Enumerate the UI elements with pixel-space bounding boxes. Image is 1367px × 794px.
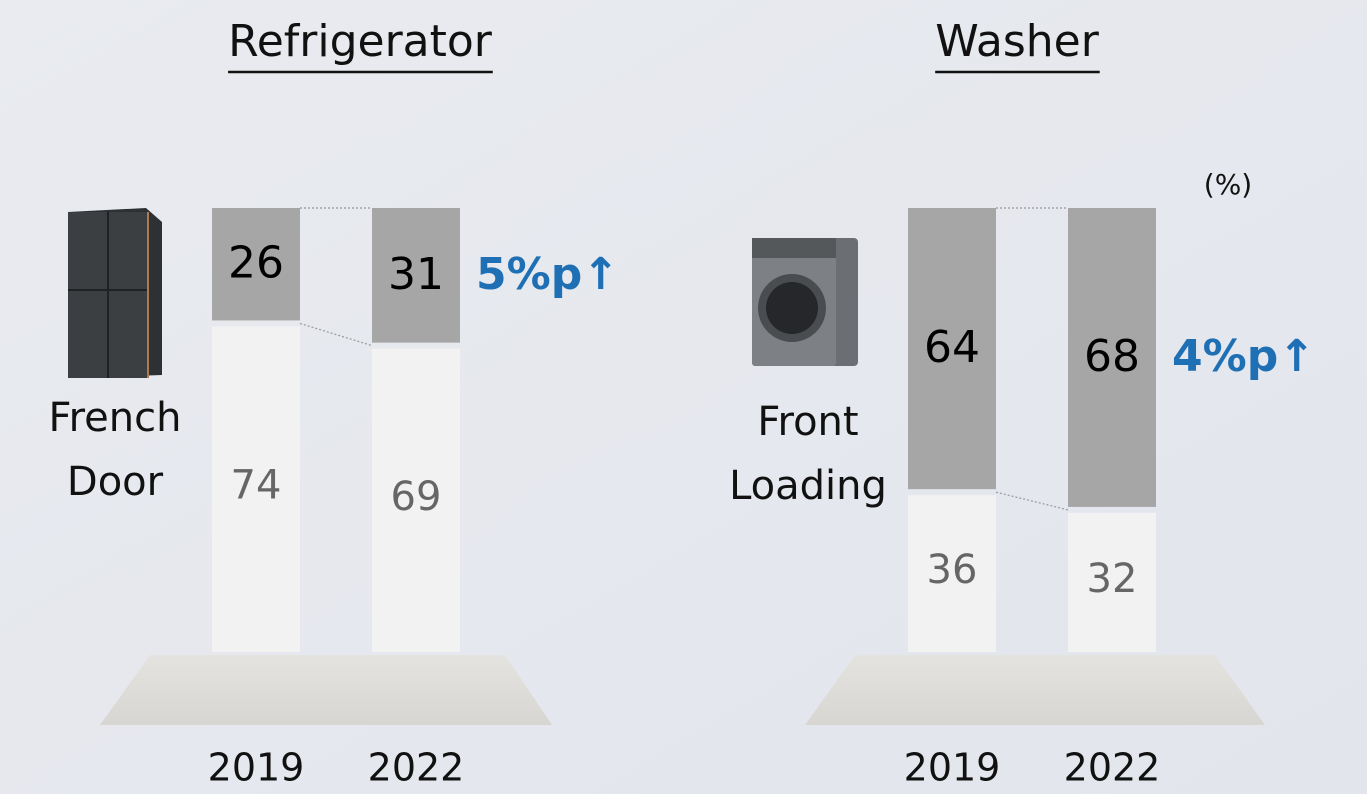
x-tick-label: 2019 xyxy=(904,746,1001,790)
product-label: Door xyxy=(67,459,164,505)
bar-segment xyxy=(212,208,300,321)
connector xyxy=(299,322,373,347)
bar-segment xyxy=(372,348,460,652)
fridge-icon xyxy=(68,208,162,378)
bar-segment xyxy=(908,495,996,652)
bar-segment xyxy=(1068,512,1156,652)
x-tick-label: 2019 xyxy=(208,746,305,790)
value-label: 68 xyxy=(1084,331,1140,382)
bar-segment xyxy=(908,208,996,490)
value-label: 69 xyxy=(391,474,442,520)
product-label: French xyxy=(49,395,182,441)
value-label: 36 xyxy=(927,547,978,593)
annotation: 4%p↑ xyxy=(1172,331,1315,382)
bar-segment xyxy=(212,326,300,652)
washer-icon xyxy=(752,238,858,366)
value-label: 64 xyxy=(924,322,980,373)
product-label: Front xyxy=(757,399,858,445)
bar-segment xyxy=(372,208,460,343)
platform xyxy=(805,655,1265,725)
x-tick-label: 2022 xyxy=(368,746,465,790)
value-label: 26 xyxy=(228,238,284,289)
chart-title: Washer xyxy=(935,16,1100,67)
platform xyxy=(100,655,552,725)
product-label: Loading xyxy=(729,463,887,509)
x-tick-label: 2022 xyxy=(1064,746,1161,790)
value-label: 32 xyxy=(1087,556,1138,602)
bar-segment xyxy=(1068,208,1156,507)
annotation: 5%p↑ xyxy=(476,249,619,300)
value-label: 74 xyxy=(231,463,282,509)
connector xyxy=(995,491,1069,511)
chart-title: Refrigerator xyxy=(228,16,493,67)
value-label: 31 xyxy=(388,249,444,300)
unit-label: (%) xyxy=(1204,168,1252,201)
